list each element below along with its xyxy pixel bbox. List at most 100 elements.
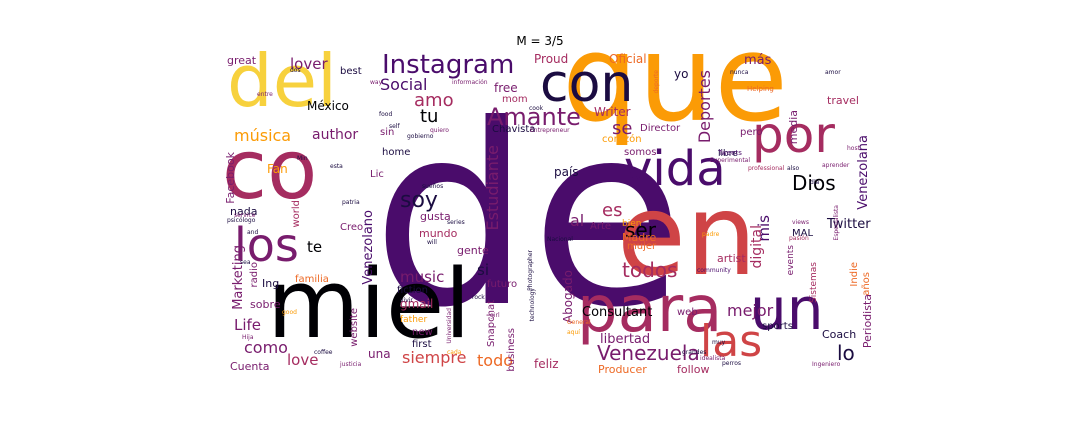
word-información: información: [452, 79, 488, 86]
word-travel: travel: [827, 94, 859, 107]
word-website: website: [349, 308, 360, 347]
word-soy: soy: [400, 188, 438, 213]
word-follow: follow: [677, 363, 710, 376]
word-media: media: [787, 110, 800, 145]
word-hija: Hija: [242, 334, 254, 341]
word-tu: tu: [420, 106, 439, 127]
word-service: service: [234, 212, 256, 219]
word-way: way: [370, 79, 383, 86]
word-más: más: [744, 53, 772, 68]
word-technology: technology: [529, 288, 536, 322]
word-digital: digital: [749, 225, 765, 269]
word-dios: Dios: [792, 171, 836, 195]
word-como: como: [244, 338, 288, 357]
word-marketing: Marketing: [231, 245, 246, 310]
word-nada: nada: [230, 205, 258, 218]
word-corazón: corazón: [602, 134, 642, 145]
word-vida: vida: [624, 141, 726, 197]
word-una: una: [368, 347, 391, 361]
word-food: food: [379, 111, 393, 118]
word-bien: bien: [622, 219, 642, 229]
word-nacional: Nacional: [547, 236, 573, 243]
word-sea: sea: [240, 259, 251, 266]
word-un: un: [750, 275, 824, 343]
word-producer: Producer: [598, 363, 647, 376]
word-venezuela: Venezuela: [597, 341, 700, 365]
word-director: Director: [640, 123, 681, 134]
word-free: free: [494, 81, 518, 95]
word-cada: cada: [447, 349, 462, 356]
word-universidad: Universidad: [446, 308, 453, 344]
word-familia: familia: [295, 274, 329, 285]
word-quiero: quiero: [430, 127, 449, 134]
word-cloud: de que en miel co del para un con por vida los las In…: [222, 50, 878, 378]
word-pero: pero: [740, 127, 763, 138]
word-chavista: Chavista: [492, 124, 536, 135]
word-venezolano: Venezolano: [361, 210, 376, 285]
word-yo: yo: [674, 67, 689, 81]
word-cuenta: Cuenta: [230, 360, 270, 373]
word-ingeniero: Ingeniero: [812, 361, 841, 368]
word-tweets: Tweets: [718, 149, 742, 157]
word-libre: libre: [718, 149, 738, 159]
word-música: música: [234, 126, 292, 145]
word-gobierno: gobierno: [407, 133, 434, 140]
word-will: will: [427, 239, 437, 246]
word-also: also: [787, 165, 800, 172]
word-general: General: [567, 319, 591, 326]
word-vivir: vivir: [400, 297, 413, 304]
word-events: events: [786, 245, 796, 276]
word-facebook: Facebook: [224, 152, 237, 204]
word-grandes: grandes: [682, 349, 707, 356]
word-community: community: [697, 267, 731, 274]
word-lo: lo: [837, 341, 855, 365]
word-feliz: feliz: [534, 357, 559, 371]
word-para: para: [577, 273, 723, 347]
word-te: te: [307, 238, 323, 256]
word-music: music: [400, 268, 445, 286]
word-padre: padre: [702, 231, 720, 238]
word-snapchat: Snapchat: [486, 300, 497, 348]
word-entrepreneur: Entrepreneur: [530, 127, 570, 134]
word-si: si: [477, 261, 489, 279]
word-author: author: [312, 127, 359, 143]
word-ing: Ing: [262, 277, 280, 290]
word-experimental: Experimental: [710, 157, 751, 164]
word-las: las: [700, 316, 763, 367]
word-home: home: [382, 147, 411, 158]
word-new: new: [412, 327, 433, 338]
word-twitter: Twitter: [827, 217, 871, 232]
word-series: series: [447, 219, 465, 226]
word-amor: amor: [825, 69, 841, 76]
word-los: los: [234, 218, 299, 272]
word-best: best: [340, 66, 362, 77]
word-proud: Proud: [534, 52, 569, 66]
word-ser: ser: [625, 218, 656, 242]
word-día: día: [810, 179, 820, 186]
word-deportes: Deportes: [695, 70, 714, 144]
word-consultant: Consultant: [582, 305, 653, 320]
word-futuro: futuro: [487, 279, 518, 290]
chart-title: M = 3/5: [516, 34, 564, 48]
word-especialista: Especialista: [833, 205, 840, 241]
word-libertad: libertad: [600, 332, 651, 347]
word-del: del: [227, 50, 338, 123]
word-muy: muy: [712, 339, 726, 346]
word-abogado: Abogado: [561, 270, 575, 324]
word-love: love: [287, 351, 319, 369]
word-artist: artist: [717, 252, 746, 265]
word-business: business: [506, 328, 517, 372]
word-mal: MAL: [792, 228, 814, 239]
word-creo: Creo: [340, 222, 364, 233]
word-deporte: deporte: [653, 70, 660, 94]
word-instagram: Instagram: [382, 50, 515, 80]
word-mundo: mundo: [419, 227, 458, 240]
word-patria: patria: [342, 199, 360, 206]
word-mejor: mejor: [727, 301, 774, 320]
word-pasión: pasión: [789, 235, 809, 242]
word-aprender: aprender: [822, 162, 850, 169]
word-views: views: [792, 219, 809, 226]
word-sports: sports: [762, 321, 793, 332]
word-gusta: gusta: [420, 210, 451, 223]
word-sin: sin: [380, 127, 395, 138]
